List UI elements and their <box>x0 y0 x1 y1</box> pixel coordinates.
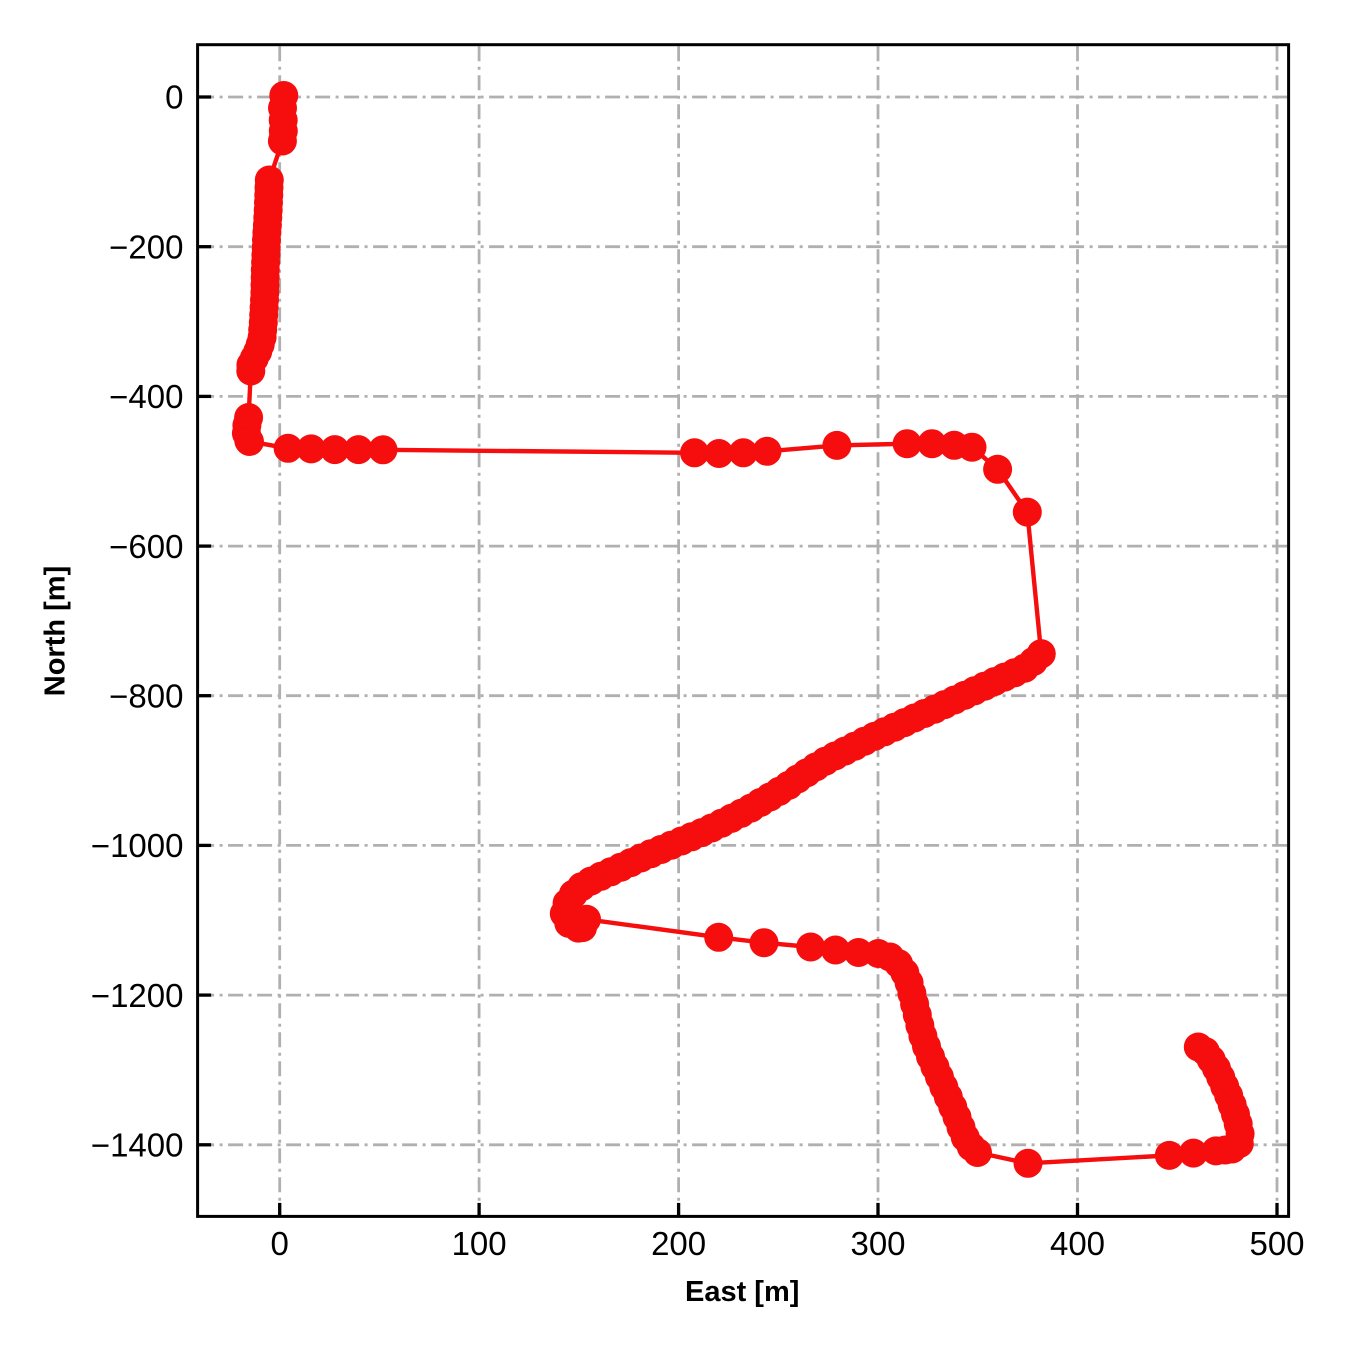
svg-text:−200: −200 <box>109 228 183 265</box>
svg-text:−1200: −1200 <box>91 977 184 1014</box>
svg-text:500: 500 <box>1249 1225 1304 1262</box>
svg-text:200: 200 <box>651 1225 706 1262</box>
svg-text:0: 0 <box>165 79 183 116</box>
svg-text:300: 300 <box>850 1225 905 1262</box>
svg-text:400: 400 <box>1050 1225 1105 1262</box>
svg-text:100: 100 <box>452 1225 507 1262</box>
svg-text:North [m]: North [m] <box>40 566 72 696</box>
svg-text:−600: −600 <box>109 528 183 565</box>
svg-text:East [m]: East [m] <box>685 1276 799 1308</box>
svg-text:−400: −400 <box>109 378 183 415</box>
svg-text:−800: −800 <box>109 677 183 714</box>
svg-text:−1400: −1400 <box>91 1127 184 1164</box>
svg-text:0: 0 <box>271 1225 289 1262</box>
svg-text:−1000: −1000 <box>91 827 184 864</box>
